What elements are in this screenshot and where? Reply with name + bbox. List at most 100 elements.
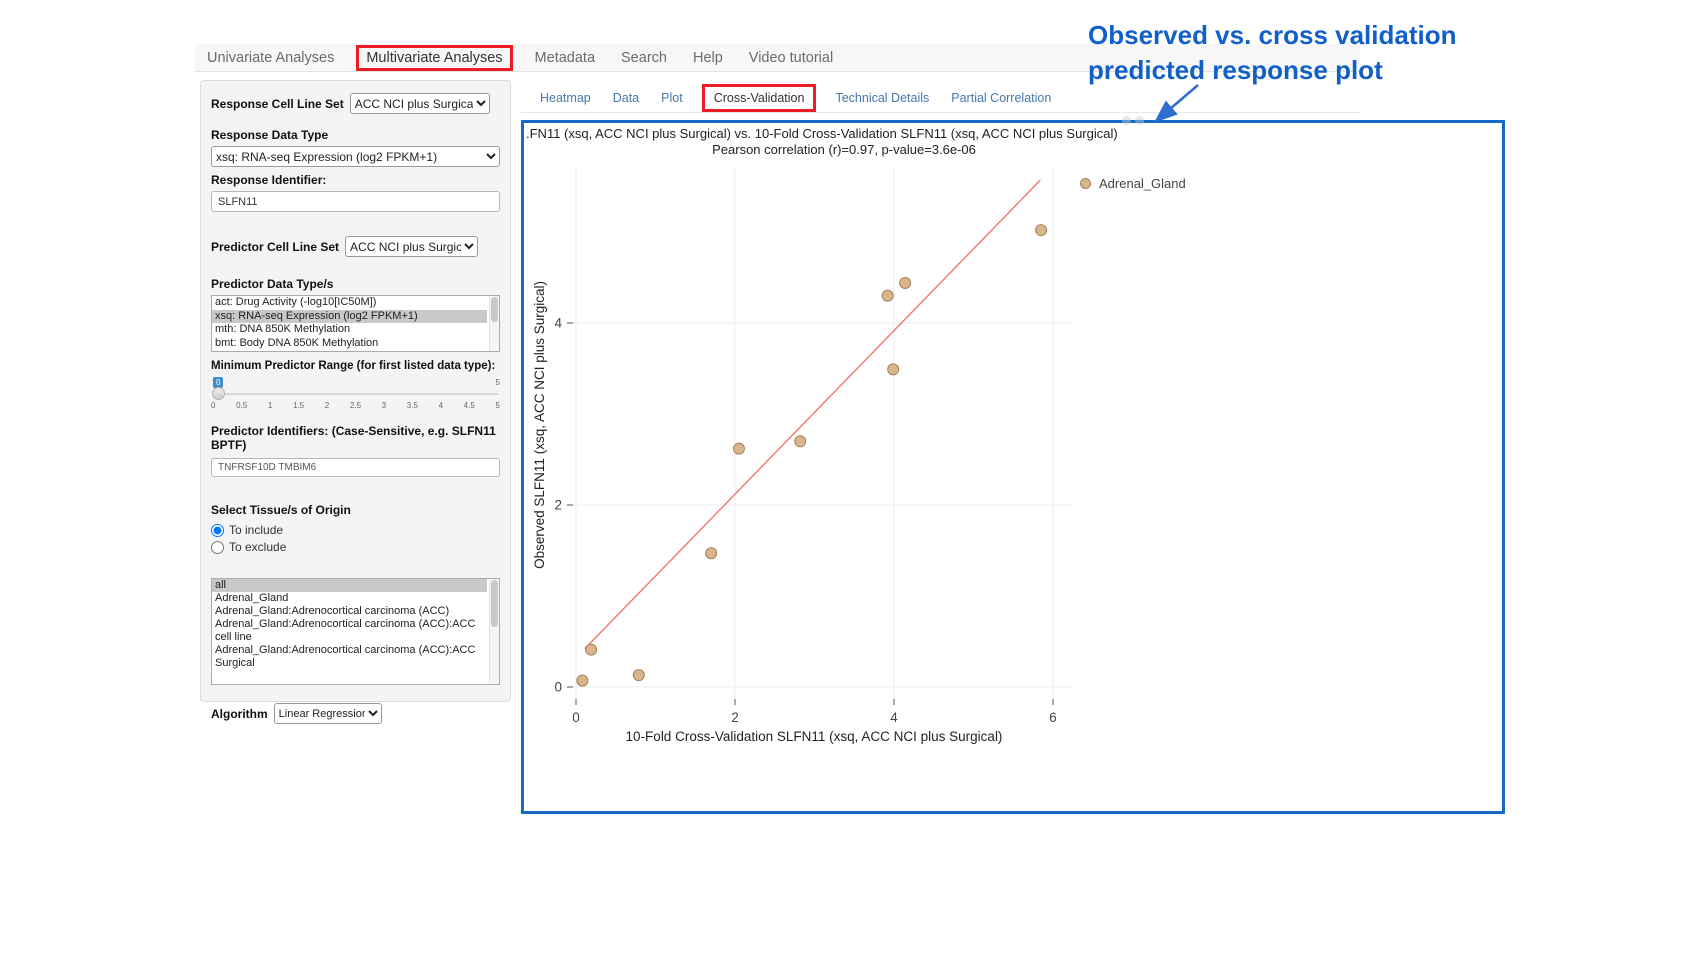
tab-technical-details[interactable]: Technical Details bbox=[835, 91, 930, 105]
slider-handle[interactable] bbox=[212, 387, 225, 400]
scrollbar-thumb[interactable] bbox=[491, 580, 498, 628]
list-option[interactable]: bmt: Body DNA 850K Methylation bbox=[215, 336, 379, 349]
predictor-identifiers-label: Predictor Identifiers: (Case-Sensitive, … bbox=[211, 424, 496, 452]
scatter-point[interactable] bbox=[899, 276, 912, 289]
scatter-point[interactable] bbox=[585, 643, 598, 656]
slider-tick-label: 0.5 bbox=[236, 401, 248, 410]
list-option[interactable]: Adrenal_Gland:Adrenocortical carcinoma (… bbox=[215, 644, 476, 669]
tab-plot[interactable]: Plot bbox=[661, 91, 683, 105]
cross-validation-plot-box: .FN11 (xsq, ACC NCI plus Surgical) vs. 1… bbox=[521, 116, 1505, 814]
slider-value-badge: 0 bbox=[213, 377, 224, 388]
scatter-point[interactable] bbox=[576, 674, 589, 687]
list-option[interactable]: Adrenal_Gland:Adrenocortical carcinoma (… bbox=[215, 605, 450, 617]
response-identifier-input[interactable] bbox=[211, 191, 500, 212]
x-tick-label: 0 bbox=[572, 710, 580, 725]
tabbar-divider bbox=[521, 112, 1360, 113]
plotly-modebar[interactable] bbox=[1122, 116, 1144, 125]
list-option[interactable]: mth: DNA 850K Methylation bbox=[215, 323, 351, 335]
slider-max-label: 5 bbox=[495, 378, 500, 387]
scatter-point[interactable] bbox=[732, 442, 745, 455]
list-option[interactable]: xsq: RNA-seq Expression (log2 FPKM+1) bbox=[212, 309, 487, 323]
response-cell-line-set-label: Response Cell Line Set bbox=[211, 96, 344, 111]
response-data-type-select[interactable]: xsq: RNA-seq Expression (log2 FPKM+1) bbox=[211, 146, 500, 167]
nav-metadata[interactable]: Metadata bbox=[534, 49, 596, 66]
slider-tick-label: 1.5 bbox=[293, 401, 305, 410]
x-tick-label: 2 bbox=[731, 710, 739, 725]
nav-help[interactable]: Help bbox=[692, 49, 723, 66]
list-option[interactable]: Adrenal_Gland bbox=[215, 592, 289, 604]
slider-tick-label: 1 bbox=[267, 401, 273, 410]
annotation-line1: Observed vs. cross validation bbox=[1088, 20, 1457, 50]
tab-heatmap[interactable]: Heatmap bbox=[540, 91, 591, 105]
slider-tick-label: 2 bbox=[324, 401, 330, 410]
predictor-data-types-listbox[interactable]: act: Drug Activity (-log10[IC50M]) xsq: R… bbox=[211, 295, 500, 352]
scatter-point[interactable] bbox=[881, 289, 894, 302]
annotation-highlight-box-tab: Cross-Validation bbox=[701, 84, 817, 112]
tab-partial-correlation[interactable]: Partial Correlation bbox=[951, 91, 1052, 105]
nav-search[interactable]: Search bbox=[621, 49, 667, 66]
plot-title: .FN11 (xsq, ACC NCI plus Surgical) vs. 1… bbox=[526, 126, 1118, 141]
scatter-point[interactable] bbox=[705, 547, 718, 560]
predictor-cell-line-set-select[interactable]: ACC NCI plus Surgical bbox=[345, 236, 479, 257]
nav-multivariate-analyses[interactable]: Multivariate Analyses bbox=[366, 49, 503, 66]
result-tabs: Heatmap Data Plot Cross-Validation Techn… bbox=[540, 84, 1051, 112]
scatter-point[interactable] bbox=[887, 363, 900, 376]
slider-tick-label: 3 bbox=[381, 401, 387, 410]
tab-data[interactable]: Data bbox=[612, 91, 640, 105]
list-option[interactable]: Adrenal_Gland:Adrenocortical carcinoma (… bbox=[215, 618, 476, 643]
scatter-point[interactable] bbox=[632, 669, 645, 682]
slider-track[interactable] bbox=[213, 393, 498, 395]
annotation-arrow-icon bbox=[1154, 84, 1199, 123]
slider-tick-label: 0 bbox=[211, 401, 216, 410]
list-option[interactable]: act: Drug Activity (-log10[IC50M]) bbox=[215, 296, 377, 308]
nav-univariate-analyses[interactable]: Univariate Analyses bbox=[207, 49, 335, 66]
legend-label[interactable]: Adrenal_Gland bbox=[1099, 176, 1186, 191]
analysis-control-panel: Response Cell Line Set ACC NCI plus Surg… bbox=[200, 80, 511, 724]
slider-tick-label: 5 bbox=[495, 401, 500, 410]
tab-cross-validation[interactable]: Cross-Validation bbox=[713, 91, 805, 105]
response-cell-line-set-select[interactable]: ACC NCI plus Surgical bbox=[349, 93, 490, 114]
annotation-line2: predicted response plot bbox=[1088, 55, 1383, 85]
min-predictor-range-slider[interactable]: 0 5 0 0.5 1 1.5 2 2.5 3 3.5 4 4.5 5 bbox=[211, 376, 500, 416]
y-tick-label: 0 bbox=[554, 680, 562, 695]
list-option[interactable]: all bbox=[212, 579, 487, 592]
scrollbar[interactable] bbox=[489, 579, 499, 684]
scrollbar-thumb[interactable] bbox=[491, 297, 498, 322]
response-identifier-label: Response Identifier: bbox=[211, 173, 327, 187]
slider-tick-label: 4 bbox=[438, 401, 444, 410]
y-axis-title: Observed SLFN11 (xsq, ACC NCI plus Surgi… bbox=[532, 281, 547, 569]
y-tick-label: 4 bbox=[554, 316, 562, 331]
annotation-highlight-box-nav: Multivariate Analyses bbox=[356, 44, 513, 71]
to-include-label[interactable]: To include bbox=[229, 523, 284, 537]
tissues-of-origin-label: Select Tissue/s of Origin bbox=[211, 503, 351, 517]
scatter-point[interactable] bbox=[794, 435, 807, 448]
modebar-icon[interactable] bbox=[1122, 116, 1131, 125]
modebar-icon[interactable] bbox=[1135, 116, 1144, 125]
tissue-origin-listbox[interactable]: all Adrenal_Gland Adrenal_Gland:Adrenocort… bbox=[211, 578, 500, 685]
predictor-data-types-label: Predictor Data Type/s bbox=[211, 277, 334, 291]
slider-tick-labels: 0 0.5 1 1.5 2 2.5 3 3.5 4 4.5 5 bbox=[211, 401, 500, 410]
y-tick-label: 2 bbox=[554, 498, 562, 513]
algorithm-label: Algorithm bbox=[211, 706, 268, 721]
plot-legend[interactable]: Adrenal_Gland bbox=[1080, 176, 1186, 191]
slider-tick-label: 2.5 bbox=[349, 401, 362, 410]
slider-tick-label: 3.5 bbox=[406, 401, 418, 410]
to-include-radio[interactable] bbox=[211, 523, 224, 537]
predictor-identifiers-input[interactable] bbox=[211, 458, 500, 477]
response-data-type-label: Response Data Type bbox=[211, 128, 329, 142]
slider-tick-label: 4.5 bbox=[463, 401, 475, 410]
nav-video-tutorial[interactable]: Video tutorial bbox=[748, 49, 834, 66]
scrollbar[interactable] bbox=[489, 296, 499, 351]
scatter-plot: 0 2 4 6 0 2 4 bbox=[554, 167, 1072, 725]
algorithm-select[interactable]: Linear Regression bbox=[273, 703, 382, 724]
to-exclude-radio[interactable] bbox=[211, 540, 224, 554]
to-exclude-label[interactable]: To exclude bbox=[229, 540, 287, 554]
plot-subtitle: Pearson correlation (r)=0.97, p-value=3.… bbox=[712, 142, 976, 157]
x-tick-label: 4 bbox=[890, 710, 898, 725]
x-axis-title: 10-Fold Cross-Validation SLFN11 (xsq, AC… bbox=[625, 729, 1003, 744]
legend-marker-icon bbox=[1080, 178, 1091, 189]
top-navigation: Univariate Analyses Multivariate Analyse… bbox=[195, 44, 1360, 72]
regression-line bbox=[584, 179, 1041, 650]
scatter-point[interactable] bbox=[1035, 224, 1048, 237]
annotation-text: Observed vs. cross validation predicted … bbox=[1088, 18, 1457, 88]
